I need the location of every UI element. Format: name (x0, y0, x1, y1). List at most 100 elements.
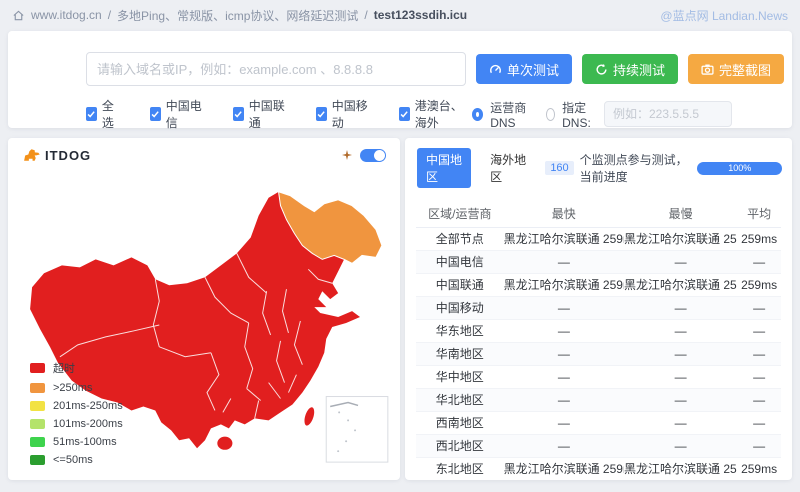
logo-text: ITDOG (45, 147, 92, 163)
checkbox-checked-icon (232, 107, 244, 121)
fastest-cell: 黑龙江哈尔滨联通 259ms (503, 227, 625, 251)
legend-swatch (30, 401, 45, 411)
toggle-knob (374, 149, 385, 161)
custom-dns-label[interactable]: 指定DNS: (562, 100, 591, 130)
region-cell: 中国电信 (416, 250, 504, 274)
carrier-checkbox-group: 全选 中国电信 中国联通 中国移动 港澳台、海外 (86, 97, 472, 131)
checkbox-checked-icon (315, 107, 327, 121)
progress-bar: 100% (697, 161, 783, 175)
carrier-checkbox[interactable]: 中国电信 (149, 97, 204, 131)
custom-dns-radio[interactable] (545, 107, 556, 121)
checkbox-label: 全选 (101, 99, 114, 130)
watermark: @蓝点网 Landian.News (660, 8, 788, 23)
tab-china-region[interactable]: 中国地区 (417, 148, 472, 188)
fastest-cell: — (503, 365, 625, 389)
china-latency-map[interactable] (8, 162, 400, 480)
progress-text: 个监测点参与测试，当前进度 (579, 153, 688, 184)
topbar: www.itdog.cn / 多地Ping、常规版、icmp协议、网络延迟测试 … (0, 0, 800, 30)
slowest-cell: — (624, 319, 738, 343)
continuous-test-button[interactable]: 持续测试 (582, 54, 679, 84)
legend-label: 201ms-250ms (53, 400, 123, 412)
province-borders (59, 253, 333, 419)
table-row: 东北地区 黑龙江哈尔滨联通 259ms 黑龙江哈尔滨联通 259ms 259ms (416, 457, 781, 480)
average-cell: — (737, 250, 781, 274)
carrier-checkbox[interactable]: 中国移动 (315, 97, 370, 131)
screenshot-button[interactable]: 完整截图 (688, 54, 785, 84)
host-input[interactable] (86, 52, 466, 86)
table-row: 华中地区 — — — (416, 365, 781, 389)
table-row: 全部节点 黑龙江哈尔滨联通 259ms 黑龙江哈尔滨联通 259ms 259ms (416, 227, 781, 251)
map-panel: ITDOG (8, 138, 400, 480)
gauge-icon (490, 64, 501, 73)
carrier-dns-radio[interactable] (471, 107, 484, 121)
slowest-cell: 黑龙江哈尔滨联通 259ms (624, 457, 738, 480)
progress-percent: 100% (728, 163, 752, 173)
average-cell: — (737, 296, 781, 320)
legend-label: 超时 (53, 363, 75, 375)
carrier-checkbox[interactable]: 全选 (86, 97, 121, 131)
region-cell: 东北地区 (416, 457, 504, 480)
itdog-logo: ITDOG (22, 147, 91, 163)
custom-dns-input[interactable] (604, 101, 732, 127)
map-hainan-region (216, 435, 234, 451)
fastest-cell: 黑龙江哈尔滨联通 259ms (503, 457, 625, 480)
legend-item: 101ms-200ms (30, 418, 123, 430)
region-cell: 中国移动 (416, 296, 504, 320)
map-legend: 超时 >250ms 201ms-250ms 101ms-200ms 51ms-1… (30, 360, 123, 466)
table-row: 中国联通 黑龙江哈尔滨联通 259ms 黑龙江哈尔滨联通 259ms 259ms (416, 273, 781, 297)
fastest-cell: 黑龙江哈尔滨联通 259ms (503, 273, 625, 297)
header-fastest: 最快 (503, 200, 625, 228)
legend-swatch (30, 437, 45, 447)
table-row: 中国电信 — — — (416, 250, 781, 274)
header-slowest: 最慢 (624, 200, 738, 228)
camera-icon (701, 64, 714, 75)
fastest-cell: — (503, 411, 625, 435)
checkbox-label: 中国联通 (248, 99, 285, 130)
legend-label: >250ms (53, 382, 93, 394)
marker-icon[interactable] (342, 150, 352, 160)
region-cell: 中国联通 (416, 273, 504, 297)
table-row: 中国移动 — — — (416, 296, 781, 320)
search-panel: 单次测试 持续测试 完整截图 全选 中国电信 中国联通 中国移动 (8, 31, 792, 131)
map-label-toggle[interactable] (360, 148, 386, 162)
region-cell: 全部节点 (416, 227, 504, 251)
tab-overseas-region[interactable]: 海外地区 (490, 153, 527, 184)
slowest-cell: — (624, 365, 738, 389)
region-cell: 西北地区 (416, 434, 504, 458)
south-china-sea-inset (325, 396, 389, 463)
results-table: 区域/运营商 最快 最慢 平均 全部节点 黑龙江哈尔滨联通 259ms 黑龙江哈… (416, 200, 781, 480)
region-cell: 华东地区 (416, 319, 504, 343)
legend-swatch (30, 363, 45, 373)
breadcrumb-test-type[interactable]: 多地Ping、常规版、icmp协议、网络延迟测试 (117, 8, 359, 23)
home-icon (13, 10, 24, 20)
breadcrumb-separator: / (364, 8, 368, 22)
progress-group: 160 个监测点参与测试，当前进度 100% (545, 151, 783, 185)
breadcrumb-separator: / (107, 8, 112, 22)
fastest-cell: — (503, 342, 625, 366)
slowest-cell: — (624, 388, 738, 412)
average-cell: 259ms (737, 227, 781, 251)
breadcrumb-site-link[interactable]: www.itdog.cn (31, 8, 102, 22)
header-average: 平均 (737, 200, 781, 228)
monitor-count-badge: 160 (545, 161, 574, 175)
average-cell: — (737, 411, 781, 435)
region-cell: 华中地区 (416, 365, 504, 389)
average-cell: 259ms (737, 457, 781, 480)
slowest-cell: — (624, 434, 738, 458)
legend-item: <=50ms (30, 454, 123, 466)
carrier-checkbox[interactable]: 中国联通 (232, 97, 287, 131)
table-row: 华东地区 — — — (416, 319, 781, 343)
table-row: 华北地区 — — — (416, 388, 781, 412)
checkbox-checked-icon (86, 107, 97, 121)
average-cell: — (737, 434, 781, 458)
single-test-button[interactable]: 单次测试 (476, 54, 573, 84)
legend-label: 101ms-200ms (53, 418, 123, 430)
table-row: 西南地区 — — — (416, 411, 781, 435)
slowest-cell: — (624, 342, 738, 366)
table-row: 华南地区 — — — (416, 342, 781, 366)
carrier-dns-label[interactable]: 运营商DNS (490, 100, 527, 130)
region-cell: 西南地区 (416, 411, 504, 435)
carrier-checkbox[interactable]: 港澳台、海外 (398, 97, 472, 131)
slowest-cell: — (624, 250, 738, 274)
table-header-row: 区域/运营商 最快 最慢 平均 (416, 200, 781, 228)
